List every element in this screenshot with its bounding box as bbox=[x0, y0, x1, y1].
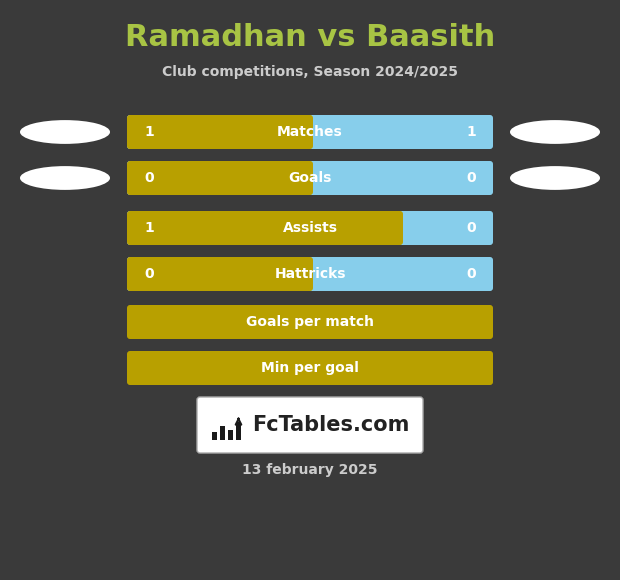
Bar bbox=[228, 430, 233, 440]
FancyBboxPatch shape bbox=[127, 257, 493, 291]
FancyBboxPatch shape bbox=[127, 305, 493, 339]
Ellipse shape bbox=[510, 120, 600, 144]
FancyBboxPatch shape bbox=[127, 115, 493, 149]
Ellipse shape bbox=[20, 120, 110, 144]
FancyBboxPatch shape bbox=[127, 115, 313, 149]
Bar bbox=[220, 426, 225, 440]
Text: 13 february 2025: 13 february 2025 bbox=[242, 463, 378, 477]
Text: Min per goal: Min per goal bbox=[261, 361, 359, 375]
FancyBboxPatch shape bbox=[127, 211, 403, 245]
Text: Hattricks: Hattricks bbox=[274, 267, 346, 281]
Text: Club competitions, Season 2024/2025: Club competitions, Season 2024/2025 bbox=[162, 65, 458, 79]
Bar bbox=[302, 164, 310, 192]
Text: Goals: Goals bbox=[288, 171, 332, 185]
FancyBboxPatch shape bbox=[127, 211, 493, 245]
Bar bbox=[392, 214, 400, 242]
Ellipse shape bbox=[510, 166, 600, 190]
Text: 1: 1 bbox=[144, 221, 154, 235]
Text: 0: 0 bbox=[144, 171, 154, 185]
FancyBboxPatch shape bbox=[127, 161, 493, 195]
Text: 0: 0 bbox=[466, 221, 476, 235]
Text: Assists: Assists bbox=[283, 221, 337, 235]
FancyBboxPatch shape bbox=[127, 351, 493, 385]
Text: Goals per match: Goals per match bbox=[246, 315, 374, 329]
Text: FcTables.com: FcTables.com bbox=[252, 415, 409, 435]
Text: 0: 0 bbox=[466, 171, 476, 185]
Text: 1: 1 bbox=[144, 125, 154, 139]
Text: 1: 1 bbox=[466, 125, 476, 139]
Text: Ramadhan vs Baasith: Ramadhan vs Baasith bbox=[125, 24, 495, 53]
Text: 0: 0 bbox=[466, 267, 476, 281]
Bar bbox=[302, 118, 310, 146]
Bar bbox=[302, 260, 310, 288]
Bar bbox=[236, 422, 241, 440]
Text: 0: 0 bbox=[144, 267, 154, 281]
FancyBboxPatch shape bbox=[127, 161, 313, 195]
FancyBboxPatch shape bbox=[197, 397, 423, 453]
FancyBboxPatch shape bbox=[127, 257, 313, 291]
Text: Matches: Matches bbox=[277, 125, 343, 139]
Bar bbox=[212, 432, 217, 440]
Ellipse shape bbox=[20, 166, 110, 190]
